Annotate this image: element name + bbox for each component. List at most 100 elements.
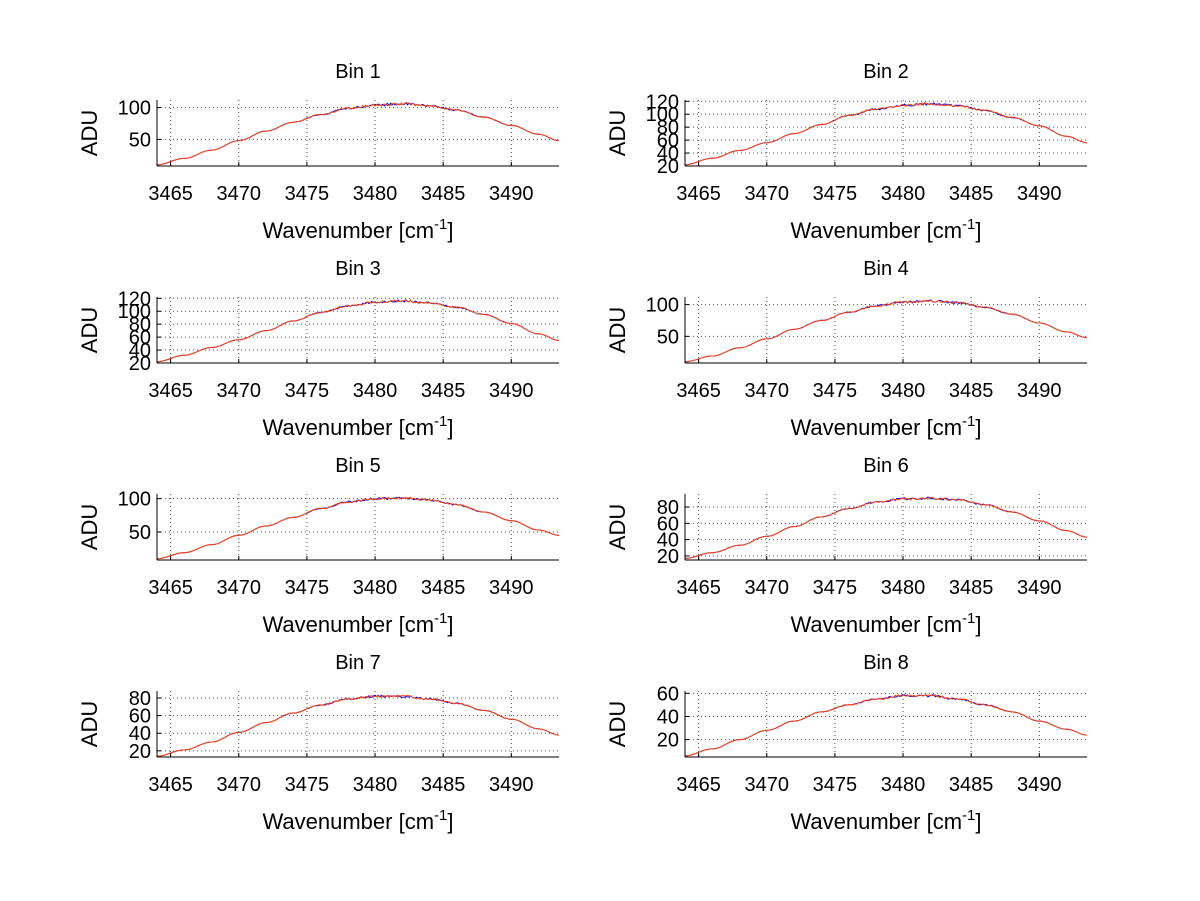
x-axis-label-close: ] xyxy=(447,415,453,440)
subplot-4: 3465 3470 3475 3480 3485 3490 50 100 Bin 4 Wavenu… xyxy=(605,258,1088,440)
spectrum-series-2 xyxy=(157,299,559,363)
subplot-title: Bin 8 xyxy=(863,652,909,674)
x-tick-label: 3485 xyxy=(949,380,994,402)
y-tick-label: 100 xyxy=(646,295,679,317)
subplot-title: Bin 5 xyxy=(335,455,381,477)
x-axis-label-close: ] xyxy=(447,218,453,243)
y-tick-label: 80 xyxy=(657,117,679,139)
subplot-title: Bin 2 xyxy=(863,61,909,83)
y-tick-label: 50 xyxy=(129,129,151,151)
x-tick-label: 3480 xyxy=(353,774,398,796)
y-axis-label: ADU xyxy=(605,110,630,156)
spectrum-series-2 xyxy=(157,102,560,166)
y-axis-label: ADU xyxy=(77,110,102,156)
x-tick-label: 3465 xyxy=(676,577,721,599)
y-tick-label: 40 xyxy=(129,723,151,745)
x-tick-label: 3475 xyxy=(285,577,330,599)
y-axis-label: ADU xyxy=(605,701,630,747)
spectrum-series-2 xyxy=(685,299,1088,363)
y-tick-label: 100 xyxy=(646,104,679,126)
x-tick-label: 3465 xyxy=(148,577,193,599)
x-axis-label: Wavenumber [cm-1] xyxy=(790,413,981,440)
x-tick-label: 3465 xyxy=(676,183,721,205)
spectrum-series-2 xyxy=(685,693,1088,757)
x-axis-label-main: Wavenumber [cm xyxy=(262,218,434,243)
x-axis-label: Wavenumber [cm-1] xyxy=(790,610,981,637)
x-tick-label: 3480 xyxy=(881,774,926,796)
y-axis-label: ADU xyxy=(605,504,630,550)
x-axis-label: Wavenumber [cm-1] xyxy=(262,413,453,440)
subplot-title: Bin 4 xyxy=(863,258,909,280)
spectrum-series-1 xyxy=(157,102,560,166)
x-tick-label: 3470 xyxy=(217,183,262,205)
spectrum-series-1 xyxy=(685,694,1088,757)
spectrum-series-2 xyxy=(684,496,1088,559)
y-tick-label: 20 xyxy=(129,353,151,375)
x-tick-label: 3485 xyxy=(949,577,994,599)
x-tick-label: 3490 xyxy=(1017,183,1062,205)
x-tick-label: 3470 xyxy=(745,577,790,599)
x-tick-label: 3475 xyxy=(285,774,330,796)
x-tick-label: 3480 xyxy=(353,380,398,402)
x-tick-label: 3490 xyxy=(489,380,534,402)
y-tick-label: 120 xyxy=(646,91,679,113)
y-tick-label: 50 xyxy=(129,522,151,544)
x-tick-label: 3465 xyxy=(148,380,193,402)
y-tick-label: 20 xyxy=(129,741,151,763)
x-axis-label: Wavenumber [cm-1] xyxy=(262,807,453,834)
x-tick-label: 3485 xyxy=(421,577,466,599)
spectrum-series-1 xyxy=(156,496,559,560)
x-axis-label-superscript: -1 xyxy=(434,807,447,824)
y-tick-label: 100 xyxy=(118,489,151,511)
x-axis-label-superscript: -1 xyxy=(962,413,975,430)
x-axis-label-superscript: -1 xyxy=(962,807,975,824)
subplot-title: Bin 3 xyxy=(335,258,381,280)
x-axis-label-close: ] xyxy=(447,612,453,637)
x-tick-label: 3480 xyxy=(353,183,398,205)
y-tick-label: 120 xyxy=(118,288,151,310)
y-tick-label: 80 xyxy=(129,688,151,710)
subplot-title: Bin 6 xyxy=(863,455,909,477)
spectrum-series-2 xyxy=(156,496,559,560)
x-tick-label: 3485 xyxy=(949,774,994,796)
y-tick-label: 20 xyxy=(657,546,679,568)
x-axis-label-main: Wavenumber [cm xyxy=(262,415,434,440)
y-tick-label: 60 xyxy=(657,130,679,152)
y-tick-label: 40 xyxy=(657,530,679,552)
spectrum-series-2 xyxy=(685,102,1088,166)
x-axis-label-close: ] xyxy=(447,809,453,834)
x-tick-label: 3475 xyxy=(813,577,858,599)
spectrum-series-1 xyxy=(684,496,1088,559)
y-tick-label: 20 xyxy=(657,156,679,178)
y-tick-label: 20 xyxy=(657,730,679,752)
x-axis-label: Wavenumber [cm-1] xyxy=(790,807,981,834)
x-tick-label: 3465 xyxy=(676,380,721,402)
spectrum-series-1 xyxy=(685,299,1088,363)
x-axis-label-superscript: -1 xyxy=(962,216,975,233)
x-tick-label: 3490 xyxy=(489,183,534,205)
x-tick-label: 3470 xyxy=(217,380,262,402)
y-tick-label: 80 xyxy=(657,497,679,519)
subplot-5: 3465 3470 3475 3480 3485 3490 50 100 Bin 5 Wavenu… xyxy=(77,455,559,637)
x-tick-label: 3470 xyxy=(217,577,262,599)
y-tick-label: 40 xyxy=(657,706,679,728)
x-tick-label: 3465 xyxy=(148,774,193,796)
y-tick-label: 60 xyxy=(129,706,151,728)
x-axis-label-superscript: -1 xyxy=(434,610,447,627)
x-axis-label: Wavenumber [cm-1] xyxy=(790,216,981,243)
x-tick-label: 3470 xyxy=(745,380,790,402)
x-axis-label-close: ] xyxy=(975,218,981,243)
y-tick-label: 40 xyxy=(657,143,679,165)
subplot-title: Bin 1 xyxy=(335,61,381,83)
y-axis-label: ADU xyxy=(605,307,630,353)
spectrum-series-1 xyxy=(157,299,559,363)
y-tick-label: 40 xyxy=(129,340,151,362)
x-tick-label: 3490 xyxy=(1017,380,1062,402)
x-tick-label: 3470 xyxy=(217,774,262,796)
x-tick-label: 3490 xyxy=(489,577,534,599)
